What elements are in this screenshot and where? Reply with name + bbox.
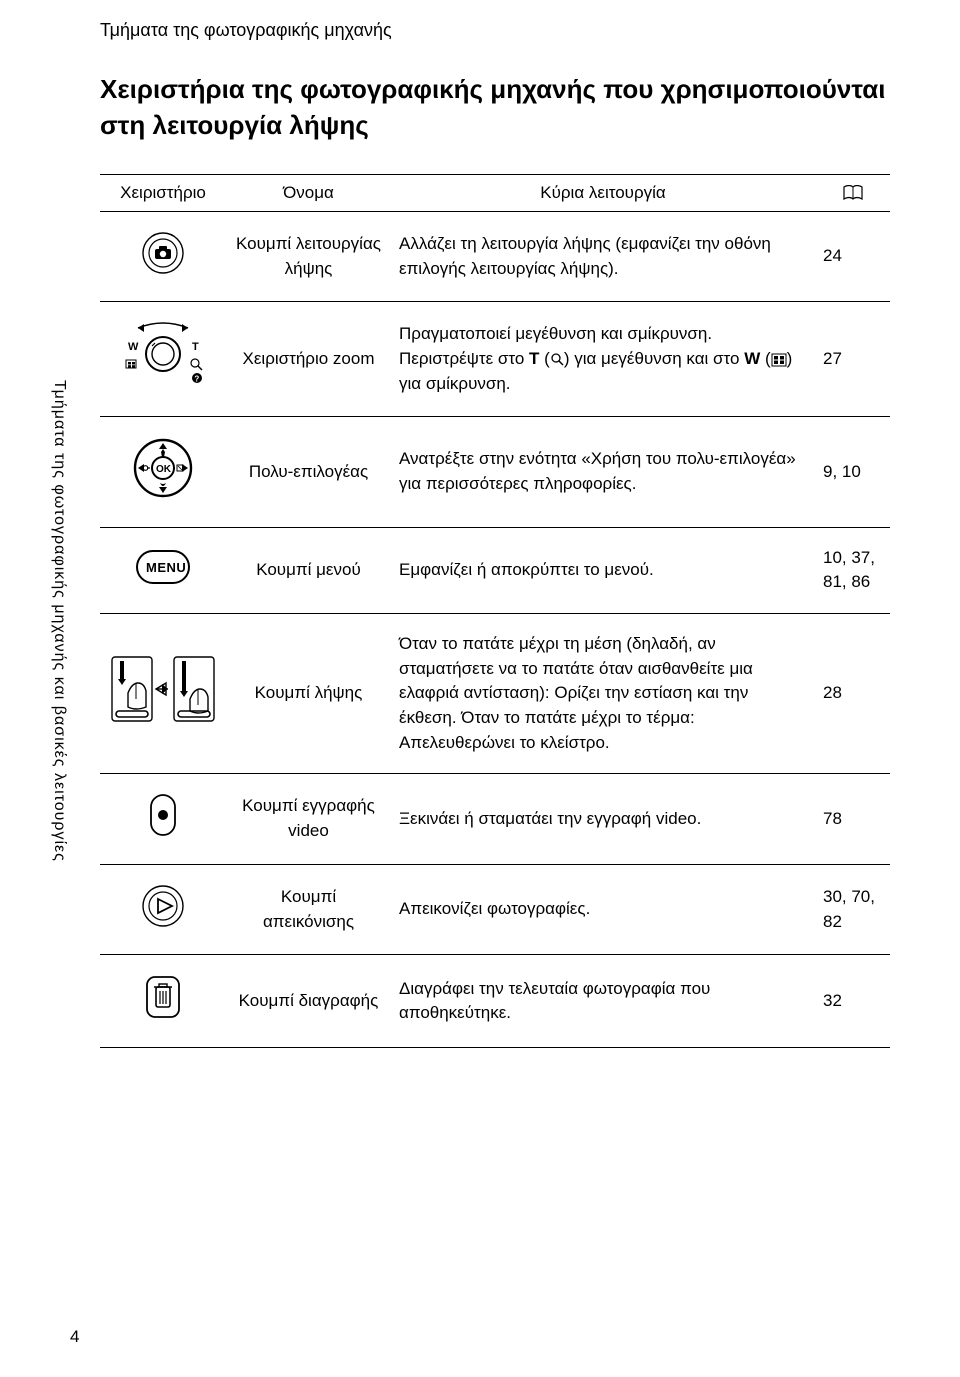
row-desc: Εμφανίζει ή αποκρύπτει το μενού. bbox=[391, 527, 815, 613]
delete-icon bbox=[143, 973, 183, 1029]
row-name: Κουμπί λειτουργίας λήψης bbox=[226, 211, 391, 302]
camera-mode-icon bbox=[140, 230, 186, 284]
row-name: Χειριστήριο zoom bbox=[226, 302, 391, 417]
header-control: Χειριστήριο bbox=[100, 174, 226, 211]
thumbnail-icon bbox=[771, 353, 787, 367]
row-ref: 24 bbox=[815, 211, 890, 302]
row-desc: Αλλάζει τη λειτουργία λήψης (εμφανίζει τ… bbox=[391, 211, 815, 302]
controls-table: Χειριστήριο Όνομα Κύρια λειτουργία bbox=[100, 174, 890, 1048]
row-ref: 9, 10 bbox=[815, 417, 890, 528]
w-label: W bbox=[128, 341, 139, 353]
header-ref bbox=[815, 174, 890, 211]
table-row: MENU Κουμπί μενού Εμφανίζει ή αποκρύπτει… bbox=[100, 527, 890, 613]
row-desc: Ξεκινάει ή σταματάει την εγγραφή video. bbox=[391, 774, 815, 865]
row-desc: Απεικονίζει φωτογραφίες. bbox=[391, 864, 815, 955]
row-ref: 32 bbox=[815, 955, 890, 1048]
row-name: Κουμπί λήψης bbox=[226, 613, 391, 773]
row-ref: 30, 70, 82 bbox=[815, 864, 890, 955]
row-name: Πολυ-επιλογέας bbox=[226, 417, 391, 528]
table-row: W T ? bbox=[100, 302, 890, 417]
menu-button-icon: MENU bbox=[135, 549, 191, 593]
main-heading: Χειριστήρια της φωτογραφικής μηχανής που… bbox=[100, 71, 890, 144]
svg-text:MENU: MENU bbox=[146, 560, 186, 575]
row-name: Κουμπί διαγραφής bbox=[226, 955, 391, 1048]
playback-icon bbox=[140, 883, 186, 937]
top-heading: Τμήματα της φωτογραφικής μηχανής bbox=[100, 20, 890, 41]
row-desc: Όταν το πατάτε μέχρι τη μέση (δηλαδή, αν… bbox=[391, 613, 815, 773]
svg-text:?: ? bbox=[194, 375, 199, 384]
table-row: Κουμπί λειτουργίας λήψης Αλλάζει τη λειτ… bbox=[100, 211, 890, 302]
row-name: Κουμπί μενού bbox=[226, 527, 391, 613]
multi-selector-icon: OK bbox=[130, 435, 196, 509]
row-desc: Ανατρέξτε στην ενότητα «Χρήση του πολυ-ε… bbox=[391, 417, 815, 528]
header-name: Όνομα bbox=[226, 174, 391, 211]
table-row: Κουμπί εγγραφής video Ξεκινάει ή σταματά… bbox=[100, 774, 890, 865]
magnifier-icon bbox=[550, 352, 564, 366]
video-record-icon bbox=[148, 792, 178, 846]
row-name: Κουμπί εγγραφής video bbox=[226, 774, 391, 865]
row-desc: Πραγματοποιεί μεγέθυνση και σμίκρυνση. Π… bbox=[391, 302, 815, 417]
svg-text:OK: OK bbox=[156, 464, 172, 475]
side-vertical-label: Τμήματα της φωτογραφικής μηχανής και βασ… bbox=[50, 380, 68, 862]
page-number: 4 bbox=[70, 1327, 79, 1347]
row-ref: 78 bbox=[815, 774, 890, 865]
row-ref: 28 bbox=[815, 613, 890, 773]
table-row: Κουμπί διαγραφής Διαγράφει την τελευταία… bbox=[100, 955, 890, 1048]
shutter-press-icon bbox=[108, 653, 218, 735]
header-function: Κύρια λειτουργία bbox=[391, 174, 815, 211]
zoom-control-icon: W T ? bbox=[118, 320, 208, 398]
row-ref: 27 bbox=[815, 302, 890, 417]
row-ref: 10, 37, 81, 86 bbox=[815, 527, 890, 613]
row-desc: Διαγράφει την τελευταία φωτογραφία που α… bbox=[391, 955, 815, 1048]
table-row: Κουμπί λήψης Όταν το πατάτε μέχρι τη μέσ… bbox=[100, 613, 890, 773]
table-row: Κουμπί απεικόνισης Απεικονίζει φωτογραφί… bbox=[100, 864, 890, 955]
table-row: OK bbox=[100, 417, 890, 528]
row-name: Κουμπί απεικόνισης bbox=[226, 864, 391, 955]
t-label: T bbox=[192, 341, 199, 353]
